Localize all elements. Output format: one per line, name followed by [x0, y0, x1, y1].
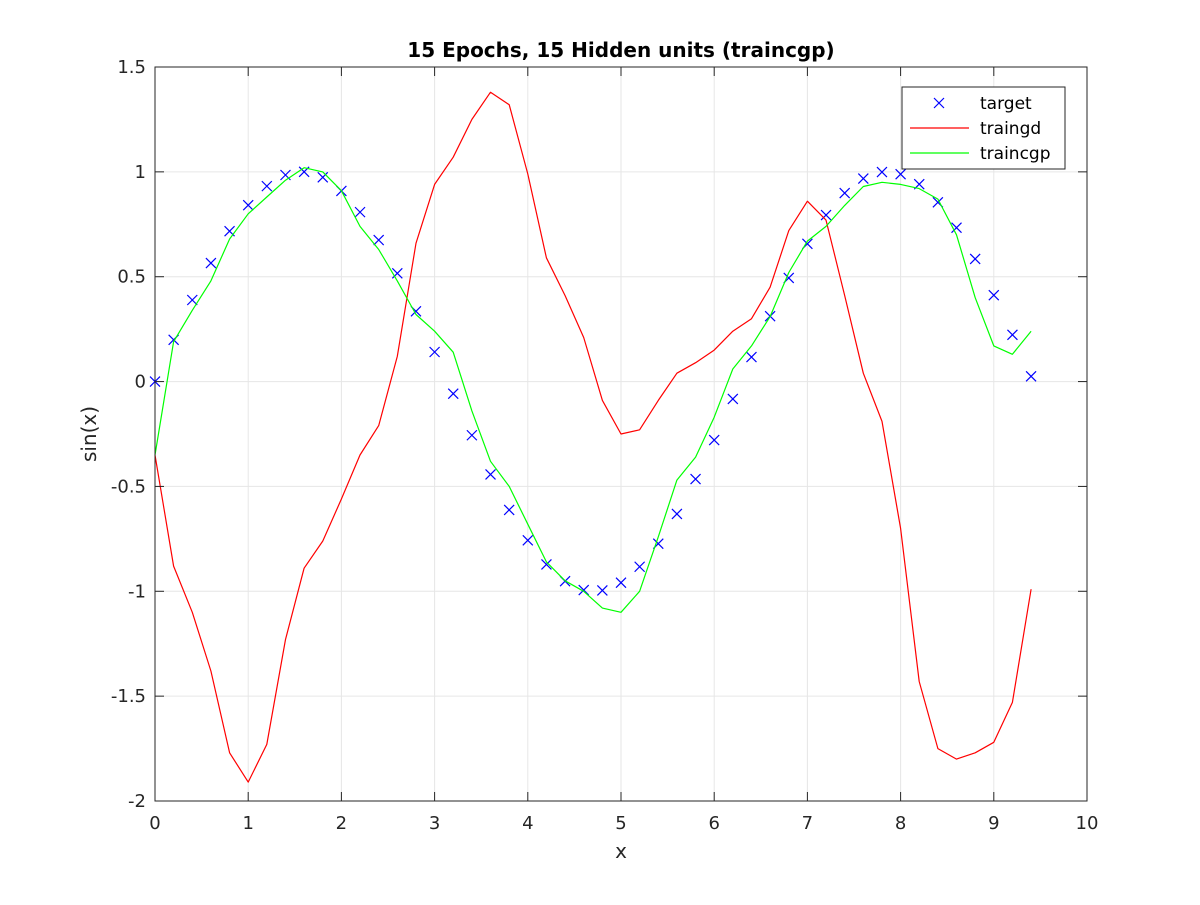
- x-tick-label: 4: [522, 813, 533, 834]
- y-tick-label: -0.5: [111, 476, 146, 497]
- x-tick-label: 7: [802, 813, 813, 834]
- legend-item-target: target: [933, 94, 1032, 114]
- legend-item-traincgp: traincgp: [910, 144, 1051, 164]
- legend-box: [901, 86, 1066, 170]
- target-marker: [205, 257, 217, 269]
- legend-swatch: [933, 97, 945, 109]
- x-tick-label: 2: [336, 813, 347, 834]
- target-marker: [1007, 329, 1018, 341]
- x-tick-label: 1: [242, 813, 253, 834]
- target-marker: [317, 171, 329, 183]
- traincgp-line: [154, 167, 1032, 613]
- target-marker: [708, 434, 720, 446]
- y-tick-label: -2: [128, 791, 146, 812]
- x-axis-label: x: [615, 839, 627, 863]
- target-marker: [951, 222, 962, 234]
- target-marker: [596, 585, 608, 596]
- target-marker: [261, 180, 273, 192]
- axis-ticks: 0 1 2 3 4 5 6 7 8 9 10 -2 -1.5 -1 -0.5 0 0.5 1 1.5: [111, 57, 1099, 834]
- target-marker: [969, 253, 981, 265]
- legend: target traingd traincgp: [901, 86, 1066, 170]
- target-marker: [373, 234, 385, 246]
- y-tick-label: 1: [135, 162, 146, 183]
- y-tick-label: 1.5: [117, 57, 146, 78]
- x-tick-label: 6: [708, 813, 719, 834]
- y-axis-label: sin(x): [77, 406, 101, 462]
- x-tick-label: 10: [1076, 813, 1099, 834]
- x-tick-label: 9: [988, 813, 999, 834]
- target-marker: [485, 469, 496, 480]
- target-marker: [615, 577, 627, 589]
- target-marker: [503, 504, 515, 516]
- series-layer: [149, 91, 1037, 783]
- target-marker: [466, 429, 478, 441]
- chart-title: 15 Epochs, 15 Hidden units (traincgp): [407, 38, 834, 62]
- target-marker: [541, 559, 552, 570]
- x-tick-label: 8: [895, 813, 906, 834]
- y-tick-label: -1: [128, 581, 146, 602]
- target-marker: [447, 388, 459, 400]
- target-marker: [1025, 370, 1037, 382]
- target-marker: [671, 508, 683, 520]
- x-tick-label: 5: [615, 813, 626, 834]
- target-marker: [186, 294, 198, 306]
- target-marker: [727, 393, 739, 405]
- target-marker: [895, 168, 907, 180]
- x-tick-label: 0: [149, 813, 160, 834]
- target-marker: [522, 534, 534, 546]
- target-marker: [746, 351, 757, 363]
- target-marker: [988, 289, 1000, 301]
- target-marker: [354, 206, 366, 218]
- target-marker: [242, 199, 254, 211]
- y-tick-label: 0: [135, 372, 146, 393]
- target-marker: [876, 166, 888, 178]
- legend-label: traingd: [980, 119, 1041, 139]
- y-tick-label: 0.5: [117, 267, 146, 288]
- target-marker: [839, 187, 851, 199]
- series-traincgp: [154, 167, 1032, 613]
- target-marker: [429, 346, 441, 358]
- x-tick-label: 3: [429, 813, 440, 834]
- target-marker: [820, 209, 832, 221]
- legend-label: traincgp: [980, 144, 1051, 164]
- target-marker: [391, 267, 403, 279]
- series-target: [149, 166, 1037, 596]
- legend-label: target: [980, 94, 1032, 114]
- target-marker: [690, 473, 701, 485]
- legend-item-traingd: traingd: [910, 119, 1041, 139]
- series-traingd: [154, 91, 1032, 783]
- target-marker: [578, 584, 590, 596]
- y-tick-label: -1.5: [111, 686, 146, 707]
- traingd-line: [154, 91, 1032, 783]
- target-marker: [634, 561, 646, 573]
- target-marker: [857, 173, 869, 184]
